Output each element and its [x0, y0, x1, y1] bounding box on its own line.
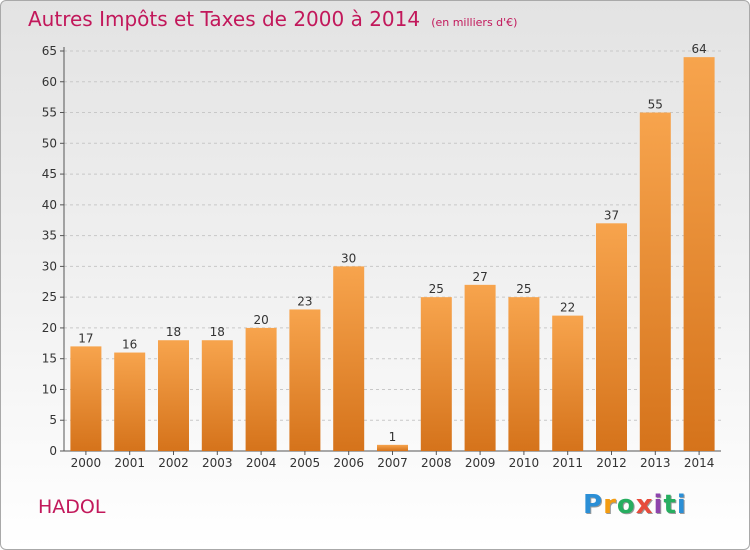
value-label: 27: [472, 270, 487, 284]
logo-letter: i: [653, 490, 664, 520]
bar: [596, 223, 627, 451]
data-labels: 17 16 18 18 20 23 30 1 25 27 25 22 37 55 64: [78, 42, 706, 444]
commune-name: HADOL: [38, 496, 106, 518]
chart-title: Autres Impôts et Taxes de 2000 à 2014: [28, 7, 421, 31]
bar: [377, 444, 408, 451]
x-tick-label: 2013: [640, 456, 671, 470]
x-tick-label: 2005: [290, 456, 321, 470]
x-tick-label: 2003: [202, 456, 233, 470]
bar: [245, 327, 277, 451]
proxiti-logo: Proxiti: [583, 490, 687, 520]
bar: [289, 309, 321, 451]
logo-letter: r: [603, 490, 617, 520]
value-label: 20: [253, 313, 268, 327]
logo-letter: t: [663, 490, 677, 520]
logo-letter: x: [635, 490, 654, 520]
x-tick-label: 2000: [71, 456, 102, 470]
value-label: 25: [516, 282, 531, 296]
bar: [158, 340, 189, 451]
value-label: 37: [604, 208, 619, 222]
value-label: 30: [341, 251, 356, 265]
value-label: 16: [122, 338, 137, 352]
x-tick-label: 2007: [377, 456, 408, 470]
value-label: 18: [166, 325, 181, 339]
bar: [508, 297, 540, 451]
y-tick-label: 10: [42, 382, 57, 396]
x-tick-label: 2004: [246, 456, 277, 470]
bar: [639, 112, 671, 452]
y-tick-label: 30: [42, 259, 57, 273]
x-tick-label: 2008: [421, 456, 452, 470]
value-label: 18: [210, 325, 225, 339]
value-label: 22: [560, 301, 575, 315]
logo-letter: P: [583, 490, 604, 520]
bar: [552, 315, 584, 451]
bar: [683, 57, 715, 452]
bar: [70, 346, 102, 451]
y-tick-label: 55: [42, 106, 57, 120]
y-tick-label: 20: [42, 321, 57, 335]
bar: [333, 266, 365, 451]
x-tick-label: 2009: [465, 456, 496, 470]
x-tick-label: 2014: [684, 456, 715, 470]
x-tick-label: 2010: [509, 456, 540, 470]
bar: [201, 340, 233, 451]
y-tick-label: 60: [42, 75, 57, 89]
y-tick-label: 0: [49, 444, 57, 458]
value-label: 23: [297, 294, 312, 308]
x-tick-label: 2012: [596, 456, 627, 470]
y-tick-label: 65: [42, 44, 57, 58]
bars: [70, 57, 715, 452]
x-tick-label: 2001: [114, 456, 145, 470]
value-label: 17: [78, 331, 93, 345]
bar: [114, 352, 146, 451]
bar: [420, 297, 452, 451]
y-tick-label: 25: [42, 290, 57, 304]
logo-letter: o: [616, 490, 636, 520]
title-line: Autres Impôts et Taxes de 2000 à 2014 (e…: [28, 7, 517, 31]
y-tick-label: 15: [42, 352, 57, 366]
bar: [464, 284, 496, 451]
y-tick-label: 35: [42, 229, 57, 243]
y-tick-label: 45: [42, 167, 57, 181]
y-tick-label: 5: [49, 413, 57, 427]
y-tick-label: 40: [42, 198, 57, 212]
chart-subtitle: (en milliers d'€): [431, 16, 518, 29]
logo-letter: i: [676, 490, 687, 520]
y-tick-label: 50: [42, 136, 57, 150]
value-label: 64: [691, 42, 706, 56]
x-tick-label: 2011: [552, 456, 583, 470]
value-label: 1: [389, 430, 397, 444]
x-tick-label: 2006: [333, 456, 364, 470]
x-tick-label: 2002: [158, 456, 189, 470]
value-label: 55: [648, 98, 663, 112]
value-label: 25: [429, 282, 444, 296]
